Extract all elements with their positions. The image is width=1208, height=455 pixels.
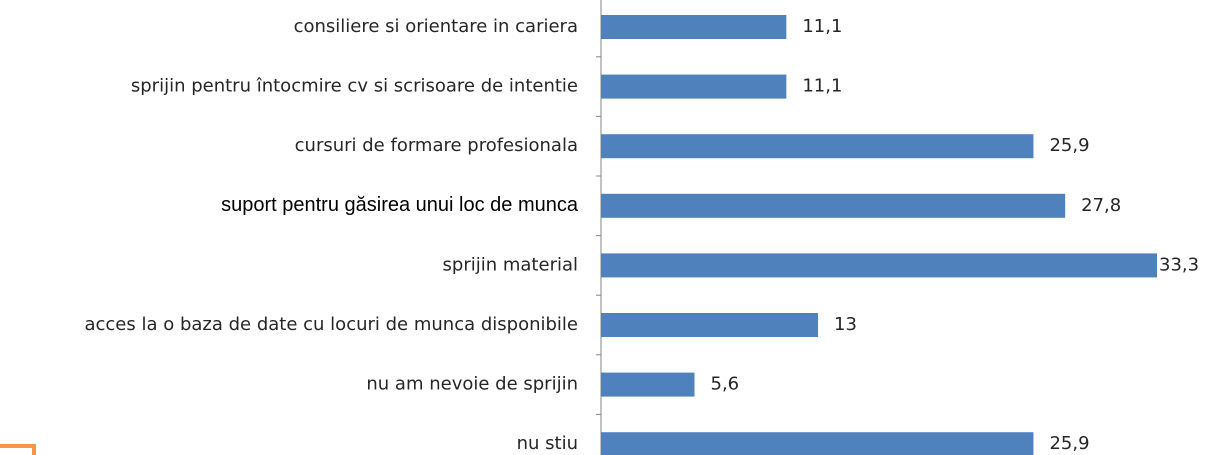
bar: [601, 134, 1034, 159]
bar: [601, 253, 1157, 278]
category-label: nu stiu: [517, 433, 578, 454]
category-label: cursuri de formare profesionala: [295, 135, 578, 156]
value-label: 5,6: [711, 374, 740, 395]
category-label: acces la o baza de date cu locuri de mun…: [84, 314, 578, 335]
category-label: consiliere si orientare in cariera: [294, 16, 578, 37]
value-label: 27,8: [1081, 195, 1121, 216]
category-label: nu am nevoie de sprijin: [366, 374, 578, 395]
value-label: 25,9: [1049, 135, 1089, 156]
bar: [601, 432, 1034, 455]
category-label: suport pentru găsirea unui loc de munca: [221, 194, 579, 216]
value-label: 13: [834, 314, 857, 335]
decoration: [0, 444, 36, 455]
value-label: 11,1: [802, 16, 842, 37]
bar: [601, 193, 1066, 218]
category-label: sprijin material: [443, 254, 578, 275]
bar: [601, 372, 695, 397]
value-label: 25,9: [1049, 433, 1089, 454]
value-label: 11,1: [802, 76, 842, 97]
bar: [601, 74, 787, 99]
bar: [601, 313, 819, 337]
value-label: 33,3: [1159, 254, 1199, 275]
bar: [601, 15, 787, 39]
category-label: sprijin pentru întocmire cv si scrisoare…: [131, 76, 578, 97]
